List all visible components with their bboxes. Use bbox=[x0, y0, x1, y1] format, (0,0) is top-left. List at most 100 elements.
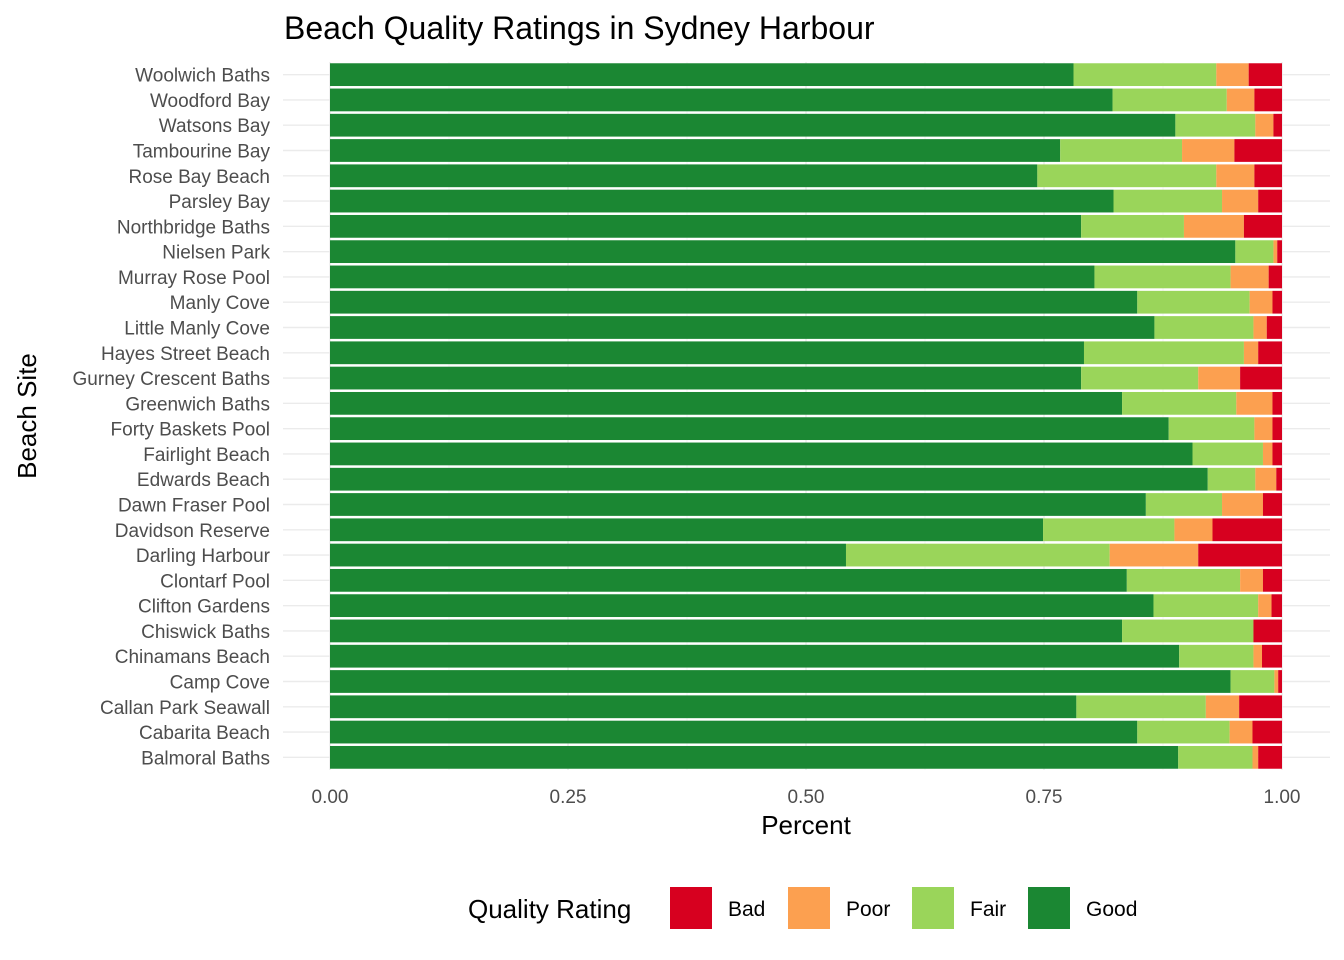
bar-poor bbox=[1262, 442, 1273, 466]
bar-poor bbox=[1243, 341, 1259, 365]
bar-bad bbox=[1272, 442, 1282, 466]
bar-fair bbox=[1178, 745, 1253, 769]
bar-good bbox=[330, 543, 846, 567]
legend: Quality Rating Bad Poor Fair Good bbox=[468, 887, 1137, 929]
bar-good bbox=[330, 568, 1127, 592]
bar-fair bbox=[1154, 316, 1254, 339]
bar-bad bbox=[1276, 467, 1282, 491]
bar-poor bbox=[1230, 265, 1269, 289]
bar-bad bbox=[1234, 139, 1282, 162]
bar-good bbox=[330, 417, 1169, 441]
legend-label-good: Good bbox=[1086, 898, 1137, 921]
bar-bad bbox=[1212, 518, 1282, 542]
y-tick-label: Little Manly Cove bbox=[124, 319, 270, 340]
bar-fair bbox=[1192, 442, 1263, 466]
bar-good bbox=[330, 493, 1146, 516]
bar-fair bbox=[1094, 265, 1231, 289]
legend-title: Quality Rating bbox=[468, 894, 631, 924]
bar-poor bbox=[1183, 214, 1244, 238]
bar-poor bbox=[1253, 644, 1263, 668]
bar-good bbox=[330, 670, 1231, 693]
y-tick-label: Chinamans Beach bbox=[115, 647, 270, 668]
bar-bad bbox=[1248, 63, 1282, 87]
bar-poor bbox=[1255, 113, 1274, 137]
bar-poor bbox=[1255, 467, 1277, 491]
bar-fair bbox=[1168, 417, 1255, 441]
bar-fair bbox=[1037, 164, 1217, 188]
bar-fair bbox=[1113, 189, 1223, 213]
x-tick-label: 0.25 bbox=[550, 787, 587, 808]
bar-good bbox=[330, 290, 1138, 314]
bar-bad bbox=[1239, 695, 1282, 719]
y-tick-label: Northbridge Baths bbox=[117, 217, 270, 238]
y-axis-title: Beach Site bbox=[12, 353, 42, 479]
bar-fair bbox=[1083, 341, 1244, 365]
bar-good bbox=[330, 695, 1077, 719]
bar-good bbox=[330, 644, 1180, 668]
bar-poor bbox=[1273, 240, 1278, 264]
bar-bad bbox=[1258, 341, 1282, 365]
bar-good bbox=[330, 189, 1114, 213]
bar-good bbox=[330, 745, 1179, 769]
bar-fair bbox=[1043, 518, 1175, 542]
legend-key-poor bbox=[788, 887, 830, 929]
y-tick-label: Balmoral Baths bbox=[141, 748, 270, 769]
bar-poor bbox=[1253, 316, 1267, 339]
bar-bad bbox=[1243, 214, 1282, 238]
bar-bad bbox=[1258, 189, 1282, 213]
bar-fair bbox=[1179, 644, 1254, 668]
y-tick-label: Woodford Bay bbox=[150, 91, 271, 112]
legend-key-bad bbox=[670, 887, 712, 929]
bar-bad bbox=[1262, 568, 1282, 592]
bar-poor bbox=[1205, 695, 1240, 719]
x-axis-title: Percent bbox=[761, 810, 851, 840]
y-tick-label: Edwards Beach bbox=[137, 470, 270, 491]
bar-bad bbox=[1272, 290, 1282, 314]
bar-poor bbox=[1258, 594, 1272, 618]
x-axis-tick-labels: 0.00 0.25 0.50 0.75 1.00 bbox=[312, 787, 1301, 808]
bar-good bbox=[330, 594, 1154, 618]
bar-fair bbox=[1126, 568, 1241, 592]
bar-bad bbox=[1262, 644, 1282, 668]
bar-good bbox=[330, 113, 1176, 137]
legend-key-fair bbox=[912, 887, 954, 929]
bar-poor bbox=[1254, 417, 1273, 441]
bar-good bbox=[330, 316, 1155, 339]
bar-fair bbox=[1207, 467, 1256, 491]
x-tick-label: 0.75 bbox=[1026, 787, 1063, 808]
bar-bad bbox=[1277, 240, 1282, 264]
bar-bad bbox=[1273, 113, 1282, 137]
bar-bad bbox=[1278, 670, 1282, 693]
bar-fair bbox=[1137, 720, 1230, 744]
bar-good bbox=[330, 619, 1123, 643]
bar-good bbox=[330, 442, 1193, 466]
bar-poor bbox=[1216, 63, 1249, 87]
bar-poor bbox=[1182, 139, 1235, 162]
y-tick-label: Forty Baskets Pool bbox=[111, 420, 270, 441]
y-tick-label: Rose Bay Beach bbox=[128, 167, 270, 188]
bar-good bbox=[330, 341, 1084, 365]
bar-fair bbox=[1112, 88, 1227, 112]
y-tick-label: Clontarf Pool bbox=[160, 571, 270, 592]
bar-good bbox=[330, 139, 1061, 162]
y-tick-label: Clifton Gardens bbox=[138, 597, 270, 618]
y-tick-label: Camp Cove bbox=[170, 673, 270, 694]
bar-poor bbox=[1222, 493, 1263, 516]
bar-fair bbox=[1081, 366, 1199, 390]
bar-bad bbox=[1268, 265, 1282, 289]
y-tick-label: Murray Rose Pool bbox=[118, 268, 270, 289]
y-tick-label: Parsley Bay bbox=[169, 192, 271, 213]
bar-fair bbox=[1175, 113, 1256, 137]
bar-bad bbox=[1272, 391, 1282, 415]
y-tick-label: Tambourine Bay bbox=[133, 142, 271, 163]
y-tick-label: Davidson Reserve bbox=[115, 521, 270, 542]
bar-bad bbox=[1198, 543, 1282, 567]
y-tick-label: Manly Cove bbox=[170, 293, 270, 314]
legend-label-fair: Fair bbox=[970, 898, 1006, 921]
bar-poor bbox=[1109, 543, 1199, 567]
bar-bad bbox=[1253, 619, 1282, 643]
y-tick-label: Darling Harbour bbox=[136, 546, 271, 567]
bar-fair bbox=[1081, 214, 1184, 238]
bar-fair bbox=[1153, 594, 1259, 618]
